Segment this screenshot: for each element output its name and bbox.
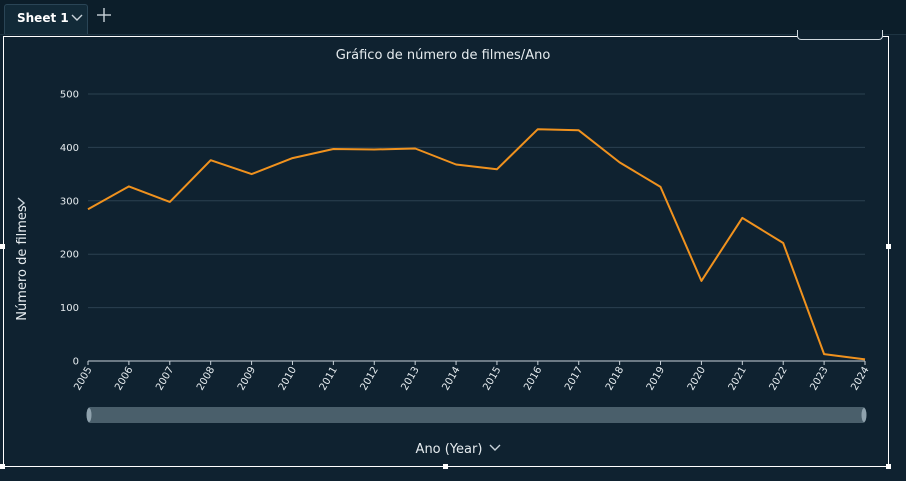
x-tick-label: 2013 (400, 365, 422, 393)
x-tick-label: 2024 (849, 365, 871, 393)
y-tick-label: 100 (60, 303, 79, 314)
x-tick-label: 2017 (563, 365, 585, 393)
x-tick-label: 2022 (768, 365, 790, 393)
x-axis-title-group[interactable]: Ano (Year) (416, 442, 501, 457)
x-tick-label: 2010 (277, 365, 299, 393)
y-tick-label: 300 (60, 196, 79, 207)
resize-handle-bottom-left[interactable] (0, 464, 5, 469)
x-tick-label: 2009 (236, 365, 258, 393)
chart-title: Gráfico de número de filmes/Ano (336, 48, 551, 63)
x-tick-label: 2006 (113, 365, 135, 393)
y-axis-title[interactable]: Número de filmes (15, 205, 30, 321)
chart-visual[interactable] (3, 36, 889, 467)
y-tick-label: 200 (60, 250, 79, 261)
x-tick-label: 2007 (154, 365, 176, 393)
x-tick-labels: 2005 2006 2007 2008 2009 2010 2011 2012 2013 2014… (72, 361, 872, 393)
sheet-tab[interactable]: Sheet 1 (4, 4, 88, 34)
x-tick-label: 2015 (481, 365, 503, 393)
scroll-handle-left[interactable] (86, 408, 92, 422)
scroll-handle-right[interactable] (861, 408, 867, 422)
x-tick-label: 2011 (318, 365, 340, 393)
y-tick-label: 0 (73, 357, 79, 368)
x-tick-label: 2018 (604, 365, 626, 393)
chevron-right-icon[interactable] (17, 197, 26, 209)
resize-handle-right[interactable] (886, 244, 891, 249)
chevron-down-icon[interactable] (489, 444, 501, 451)
y-tick-label: 400 (60, 143, 79, 154)
x-tick-label: 2023 (808, 365, 830, 393)
x-tick-label: 2008 (195, 365, 217, 393)
resize-handle-bottom[interactable] (443, 464, 448, 469)
grid-lines (88, 93, 865, 362)
x-tick-label: 2019 (645, 365, 667, 393)
x-tick-label: 2005 (72, 365, 94, 393)
y-tick-labels: 0 100 200 300 400 500 (60, 90, 79, 368)
y-axis-title-group[interactable]: Número de filmes (15, 197, 30, 321)
x-tick-label: 2014 (440, 365, 462, 393)
x-tick-label: 2012 (359, 365, 381, 393)
sheet-tab-bar: Sheet 1 (0, 0, 906, 35)
x-axis-title[interactable]: Ano (Year) (416, 442, 483, 457)
add-sheet-icon[interactable] (97, 8, 111, 22)
x-tick-label: 2021 (727, 365, 749, 393)
chevron-down-icon[interactable] (71, 14, 83, 22)
resize-handle-bottom-right[interactable] (886, 464, 891, 469)
x-tick-label: 2020 (686, 365, 708, 393)
series-line[interactable] (87, 128, 866, 361)
scroll-bar[interactable] (86, 407, 867, 423)
sheet-tab-label: Sheet 1 (17, 11, 69, 25)
y-tick-label: 500 (60, 90, 79, 101)
x-tick-label: 2016 (522, 365, 544, 393)
visual-menu[interactable] (797, 30, 883, 40)
resize-handle-left[interactable] (0, 244, 5, 249)
